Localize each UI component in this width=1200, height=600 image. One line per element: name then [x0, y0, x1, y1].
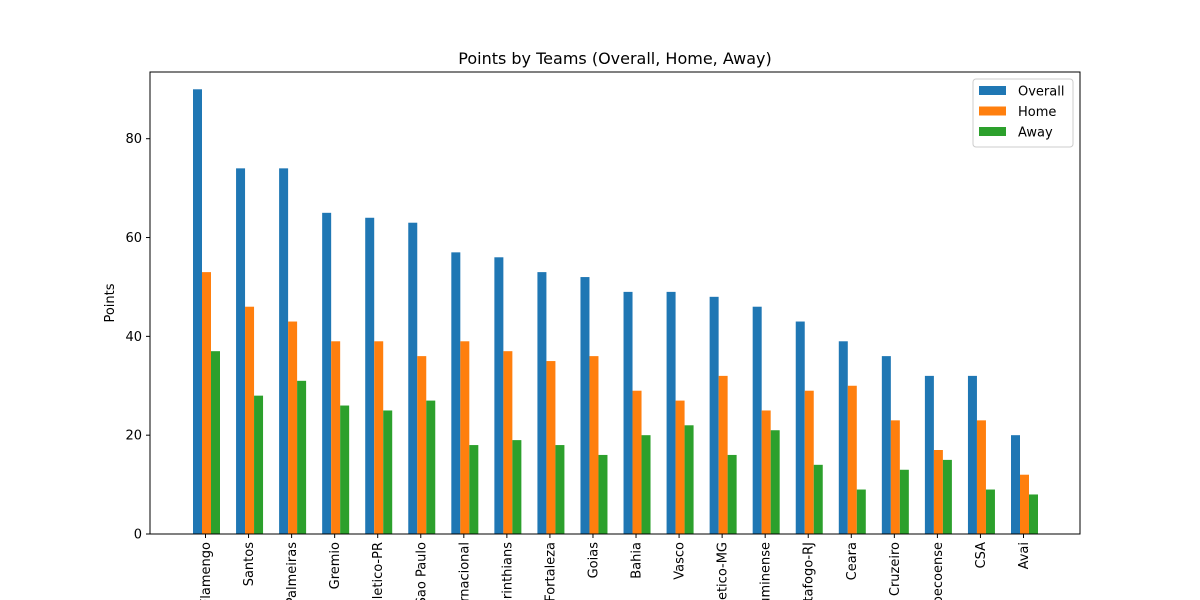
bar-away-athletico-pr — [383, 410, 393, 534]
bar-overall-atletico-mg — [709, 296, 719, 534]
x-tick-label: Sao Paulo — [414, 542, 429, 600]
bar-away-internacional — [469, 445, 479, 534]
bar-home-chapecoense — [933, 450, 943, 534]
bar-home-avai — [1020, 474, 1029, 534]
y-tick-label: 20 — [125, 429, 142, 444]
bar-overall-ceara — [838, 341, 848, 534]
plot-frame — [149, 71, 1081, 535]
plot-area: 0 20 40 60 80 Flamengo Santos Palmeiras Gremio At… — [125, 89, 1038, 600]
bar-away-palmeiras — [297, 380, 307, 534]
legend-swatch-away — [979, 127, 1006, 136]
bar-overall-vasco — [666, 291, 676, 534]
bar-away-avai — [1029, 494, 1038, 534]
x-tick-label: Goias — [586, 542, 601, 579]
x-tick-label: CSA — [974, 542, 989, 569]
bar-home-csa — [976, 420, 986, 534]
x-tick-label: Ceara — [845, 542, 860, 580]
bar-away-fortaleza — [555, 445, 565, 534]
x-tick-label: Atletico-MG — [716, 542, 731, 600]
x-tick-label: Santos — [242, 542, 257, 587]
bar-away-botafogo-rj — [813, 464, 823, 534]
bar-home-flamengo — [202, 272, 211, 534]
x-tick-label: Chapecoense — [931, 542, 946, 600]
bar-home-fluminense — [761, 410, 771, 534]
bar-home-bahia — [632, 390, 642, 534]
x-tick-label: Cruzeiro — [888, 542, 903, 596]
bar-home-vasco — [675, 400, 685, 534]
bar-overall-cruzeiro — [881, 356, 891, 534]
bar-overall-goias — [580, 277, 590, 534]
legend-label-home: Home — [1018, 105, 1056, 120]
bar-overall-santos — [236, 168, 246, 534]
y-tick-label: 60 — [125, 231, 142, 246]
bar-away-ceara — [856, 489, 866, 534]
bar-away-flamengo — [211, 351, 220, 534]
bar-home-ceara — [847, 385, 857, 534]
bar-away-goias — [598, 454, 608, 534]
chart-title: Points by Teams (Overall, Home, Away) — [458, 49, 771, 68]
bar-home-botafogo-rj — [804, 390, 814, 534]
bar-home-athletico-pr — [374, 341, 384, 534]
bar-away-atletico-mg — [727, 454, 737, 534]
bar-overall-gremio — [322, 212, 332, 534]
bar-away-sao paulo — [426, 400, 436, 534]
x-tick-label: Internacional — [457, 542, 472, 600]
bar-home-fortaleza — [546, 361, 556, 534]
bar-overall-athletico-pr — [365, 217, 375, 534]
legend-swatch-overall — [979, 86, 1006, 95]
bar-home-corinthians — [503, 351, 513, 534]
bar-home-palmeiras — [288, 321, 298, 534]
bar-away-gremio — [340, 405, 350, 534]
bar-overall-chapecoense — [924, 375, 934, 534]
bar-home-goias — [589, 356, 599, 534]
x-tick-label: Fortaleza — [543, 542, 558, 600]
bar-away-fluminense — [770, 430, 780, 534]
legend-label-overall: Overall — [1018, 85, 1064, 100]
bar-away-cruzeiro — [899, 469, 909, 534]
x-tick-label: Flamengo — [199, 542, 214, 600]
bar-home-atletico-mg — [718, 375, 728, 534]
bar-overall-corinthians — [494, 257, 504, 534]
bar-overall-flamengo — [193, 89, 202, 534]
bar-home-sao paulo — [417, 356, 427, 534]
x-tick-label: Palmeiras — [285, 542, 300, 600]
bar-home-internacional — [460, 341, 470, 534]
x-tick-label: Athletico-PR — [371, 542, 386, 600]
x-tick-label: Gremio — [328, 542, 343, 589]
bar-away-csa — [985, 489, 995, 534]
bar-home-cruzeiro — [890, 420, 900, 534]
x-tick-label: Botafogo-RJ — [802, 542, 817, 600]
bar-away-bahia — [641, 435, 651, 534]
y-tick-label: 0 — [134, 528, 142, 543]
legend: Overall Home Away — [972, 78, 1074, 148]
bar-overall-palmeiras — [279, 168, 289, 534]
bar-away-vasco — [684, 425, 694, 534]
bar-away-santos — [254, 395, 264, 534]
x-tick-label: Corinthians — [500, 542, 515, 600]
bar-overall-botafogo-rj — [795, 321, 805, 534]
y-tick-label: 80 — [125, 132, 142, 147]
bar-home-gremio — [331, 341, 341, 534]
legend-swatch-home — [979, 106, 1006, 116]
bar-overall-bahia — [623, 291, 633, 534]
x-tick-label: Vasco — [673, 542, 688, 580]
legend-label-away: Away — [1018, 126, 1053, 141]
x-tick-label: Bahia — [630, 542, 645, 579]
y-axis-label: Points — [103, 283, 118, 322]
bar-overall-sao paulo — [408, 222, 418, 534]
y-tick-label: 40 — [125, 330, 142, 345]
bar-away-chapecoense — [942, 459, 952, 534]
x-tick-label: Fluminense — [759, 542, 774, 600]
bar-overall-fortaleza — [537, 272, 547, 534]
bar-overall-csa — [967, 375, 977, 534]
bar-away-corinthians — [512, 440, 522, 534]
bar-overall-fluminense — [752, 306, 762, 534]
bar-overall-avai — [1011, 435, 1020, 534]
x-tick-label: Avai — [1017, 542, 1032, 569]
bar-overall-internacional — [451, 252, 461, 534]
bar-home-santos — [245, 306, 255, 534]
